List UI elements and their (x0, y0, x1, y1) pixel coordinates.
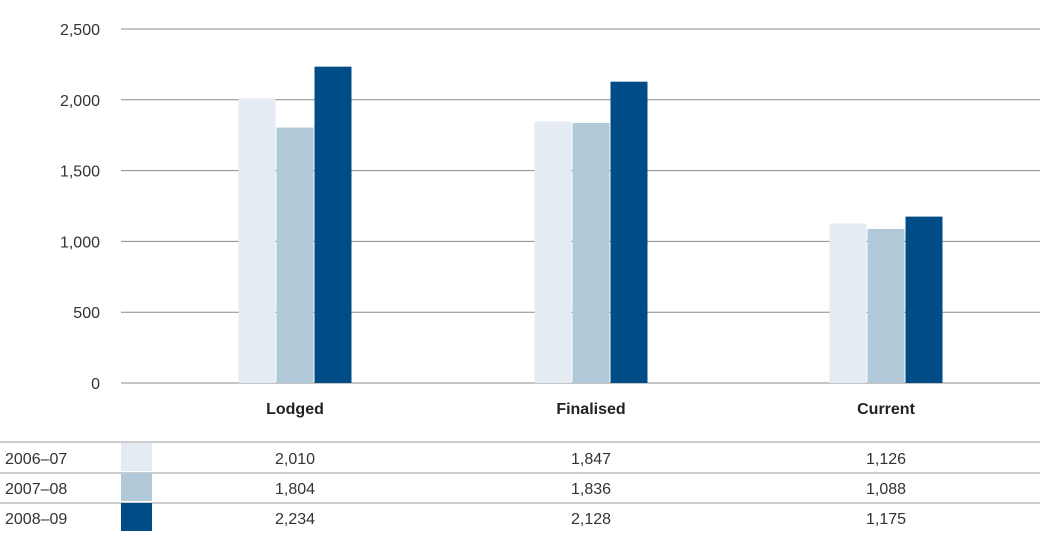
category-label: Finalised (556, 401, 625, 418)
table-cell: 1,175 (866, 511, 906, 528)
table-series-label: 2006–07 (5, 451, 67, 468)
y-tick-label: 1,500 (60, 164, 100, 181)
table-cell: 1,847 (571, 451, 611, 468)
y-tick-label: 1,000 (60, 234, 100, 251)
category-label: Lodged (266, 401, 324, 418)
table-cell: 1,804 (275, 481, 315, 498)
table-cell: 1,126 (866, 451, 906, 468)
y-tick-label: 500 (73, 305, 100, 322)
bars (238, 66, 943, 384)
y-tick-label: 2,000 (60, 93, 100, 110)
category-labels: Lodged Finalised Current (266, 401, 915, 418)
bar (238, 98, 276, 383)
bar (829, 223, 867, 383)
table-series-label: 2007–08 (5, 481, 67, 498)
bar (610, 81, 648, 383)
table-cell: 2,234 (275, 511, 315, 528)
y-tick-label: 0 (91, 376, 100, 393)
table-cell: 2,128 (571, 511, 611, 528)
bar (867, 228, 905, 383)
y-axis-ticks: 0 500 1,000 1,500 2,000 2,500 (60, 22, 100, 393)
bar (905, 216, 943, 383)
table-series-label: 2008–09 (5, 511, 67, 528)
legend-swatch (121, 503, 152, 531)
bar (534, 121, 572, 384)
bar (572, 123, 610, 383)
legend-swatch (121, 473, 152, 501)
bar (276, 127, 314, 384)
data-table: 2006–07 2,010 1,847 1,126 2007–08 1,804 1,836 1… (0, 441, 1040, 531)
table-cell: 1,088 (866, 481, 906, 498)
y-tick-label: 2,500 (60, 22, 100, 39)
legend-swatch (121, 443, 152, 471)
category-label: Current (857, 401, 915, 418)
table-cell: 1,836 (571, 481, 611, 498)
bar (314, 66, 352, 384)
table-cell: 2,010 (275, 451, 315, 468)
